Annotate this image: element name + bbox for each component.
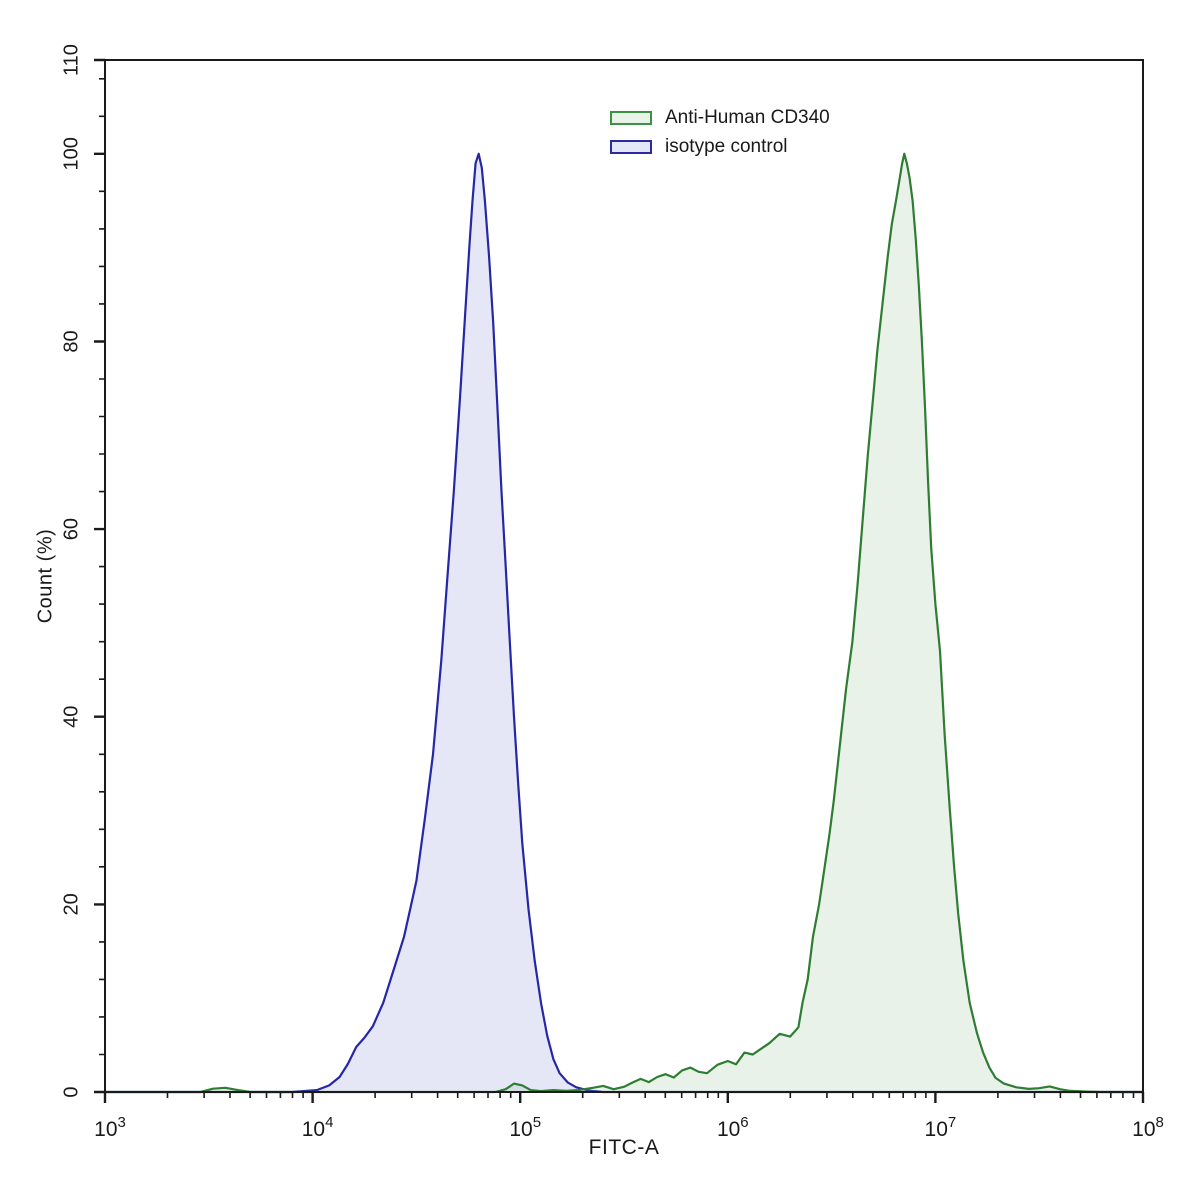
y-tick-label-110: 110 xyxy=(60,44,82,76)
y-tick-label-60: 60 xyxy=(60,518,82,540)
y-axis-major-ticks xyxy=(94,58,105,1094)
legend-item-anti-human-cd340: Anti-Human CD340 xyxy=(610,103,830,132)
y-tick-label-100: 100 xyxy=(60,137,82,170)
legend-label-anti-human-cd340: Anti-Human CD340 xyxy=(665,107,830,128)
y-tick-label-80: 80 xyxy=(60,330,82,352)
legend-swatch-blue xyxy=(610,139,652,154)
series-line-isotype-control xyxy=(103,152,1145,1094)
x-axis-minor-ticks xyxy=(166,1092,1135,1098)
legend-label-isotype-control: isotype control xyxy=(665,136,788,157)
plot-frame xyxy=(104,59,1144,1093)
series-line-anti-human-cd340 xyxy=(103,152,1145,1094)
legend-swatch-green xyxy=(610,110,652,125)
y-tick-label-20: 20 xyxy=(60,893,82,915)
legend: Anti-Human CD340 isotype control xyxy=(610,103,830,161)
legend-item-isotype-control: isotype control xyxy=(610,132,830,161)
y-tick-label-40: 40 xyxy=(60,706,82,728)
x-axis-major-ticks xyxy=(103,1092,1145,1103)
x-axis-title: FITC-A xyxy=(588,1136,660,1159)
series-fill-isotype-control xyxy=(105,153,1143,1093)
y-axis-minor-ticks xyxy=(99,78,105,1056)
y-tick-label-0: 0 xyxy=(60,1086,82,1097)
x-tick-label-10e7: 107 xyxy=(925,1114,957,1141)
series-fill-anti-human-cd340 xyxy=(105,153,1143,1093)
y-axis-title: Count (%) xyxy=(34,528,57,624)
